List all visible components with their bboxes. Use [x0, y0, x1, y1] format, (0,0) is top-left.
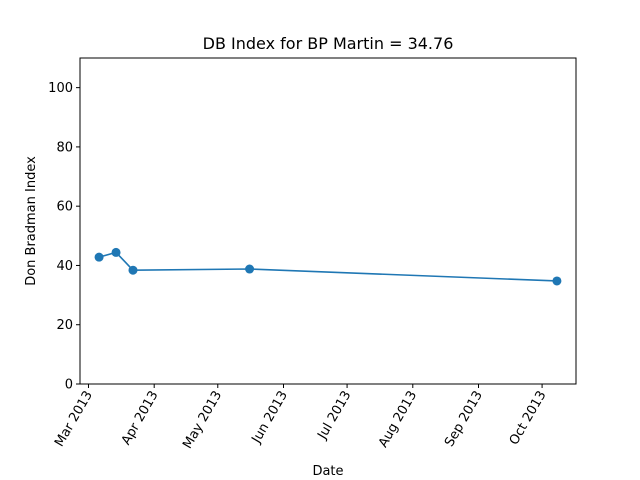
y-axis-ticks: 0 20 40 60 80 100: [48, 81, 80, 393]
x-tick-label: Sep 2013: [442, 389, 486, 450]
x-tick-label: Jul 2013: [315, 389, 355, 443]
y-tick-label: 100: [48, 81, 73, 96]
x-axis-label: Date: [312, 464, 343, 479]
y-tick-label: 40: [56, 259, 73, 274]
data-point: [245, 264, 255, 274]
x-tick-label: Mar 2013: [52, 389, 96, 450]
data-point: [111, 247, 121, 257]
y-tick-label: 0: [65, 378, 73, 393]
y-tick-label: 80: [56, 140, 73, 155]
x-axis-ticks: Mar 2013 Apr 2013 May 2013 Jun 2013 Jul 2013…: [52, 384, 550, 452]
series-line: [98, 251, 557, 282]
data-point: [128, 265, 138, 275]
x-tick-label: Jun 2013: [249, 389, 291, 447]
y-axis-label: Don Bradman Index: [24, 156, 39, 286]
x-tick-label: Apr 2013: [119, 389, 162, 448]
x-tick-label: May 2013: [180, 389, 225, 452]
x-tick-label: Aug 2013: [376, 389, 420, 451]
chart-title: DB Index for BP Martin = 34.76: [203, 34, 454, 53]
data-point: [94, 252, 104, 262]
y-tick-label: 60: [56, 200, 73, 215]
data-point: [552, 276, 562, 286]
series-layer: [94, 247, 562, 286]
y-tick-label: 20: [56, 318, 73, 333]
plot-frame: [79, 57, 577, 385]
x-tick-label: Oct 2013: [507, 389, 550, 448]
